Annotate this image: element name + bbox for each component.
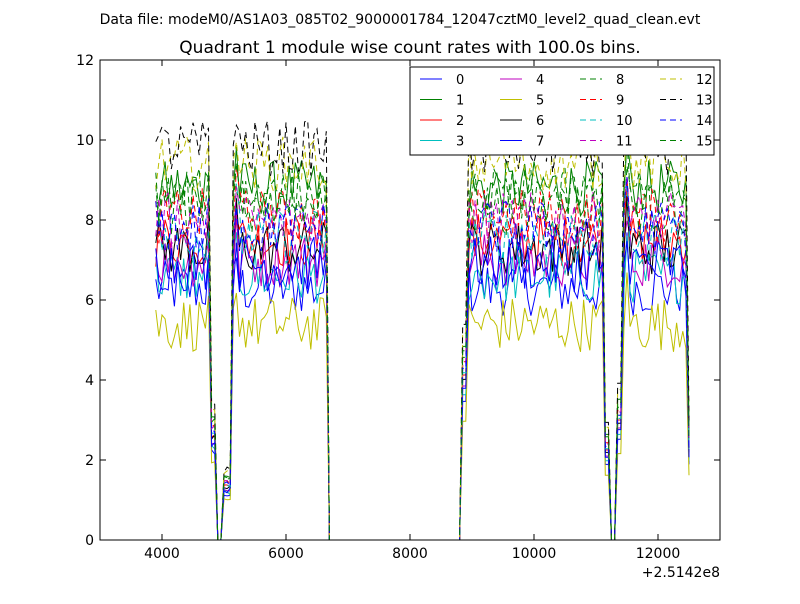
y-tick-label: 6 <box>85 293 94 309</box>
legend-label-4: 4 <box>536 73 544 88</box>
legend-label-11: 11 <box>616 135 633 150</box>
legend-label-15: 15 <box>696 135 713 150</box>
y-tick-label: 0 <box>85 533 94 549</box>
series-line-5 <box>155 272 690 540</box>
legend-label-10: 10 <box>616 114 633 129</box>
legend-label-8: 8 <box>616 73 624 88</box>
plot-area <box>155 82 690 540</box>
chart-title: Quadrant 1 module wise count rates with … <box>179 38 640 58</box>
legend-label-9: 9 <box>616 94 624 109</box>
x-tick-label: 4000 <box>144 546 180 562</box>
y-tick-label: 4 <box>85 373 94 389</box>
legend-label-13: 13 <box>696 94 713 109</box>
legend-label-1: 1 <box>456 94 464 109</box>
series-line-10 <box>155 183 690 540</box>
series-line-13 <box>155 82 690 540</box>
x-offset-label: +2.5142e8 <box>642 565 720 581</box>
x-tick-label: 8000 <box>392 546 428 562</box>
legend-label-14: 14 <box>696 114 713 129</box>
legend-label-3: 3 <box>456 135 464 150</box>
y-tick-label: 12 <box>76 53 94 69</box>
x-tick-label: 12000 <box>636 546 681 562</box>
series-line-7 <box>155 235 690 540</box>
chart-suptitle: Data file: modeM0/AS1A03_085T02_90000017… <box>100 12 701 28</box>
legend-label-7: 7 <box>536 135 544 150</box>
series-line-1 <box>155 139 690 540</box>
series-line-6 <box>155 196 690 540</box>
y-tick-label: 2 <box>85 453 94 469</box>
x-tick-label: 10000 <box>512 546 557 562</box>
x-tick-label: 6000 <box>268 546 304 562</box>
y-tick-label: 10 <box>76 133 94 149</box>
legend-label-6: 6 <box>536 114 544 129</box>
legend-label-12: 12 <box>696 73 713 88</box>
series-line-12 <box>155 107 690 540</box>
series-line-3 <box>155 232 690 540</box>
series-line-14 <box>155 176 690 540</box>
legend-label-5: 5 <box>536 94 544 109</box>
legend-label-2: 2 <box>456 114 464 129</box>
series-line-15 <box>155 143 690 540</box>
y-tick-label: 8 <box>85 213 94 229</box>
legend-label-0: 0 <box>456 73 464 88</box>
